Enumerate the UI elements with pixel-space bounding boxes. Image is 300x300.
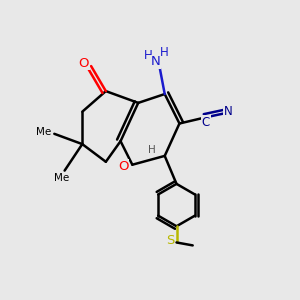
Text: Me: Me: [54, 173, 69, 183]
Text: H: H: [144, 49, 153, 62]
Text: H: H: [160, 46, 169, 59]
Text: N: N: [224, 105, 233, 118]
Text: C: C: [202, 116, 210, 128]
Text: S: S: [167, 235, 175, 248]
Text: O: O: [79, 57, 89, 70]
Text: O: O: [118, 160, 129, 173]
Text: Me: Me: [36, 127, 52, 137]
Text: N: N: [151, 55, 161, 68]
Text: H: H: [148, 145, 155, 155]
